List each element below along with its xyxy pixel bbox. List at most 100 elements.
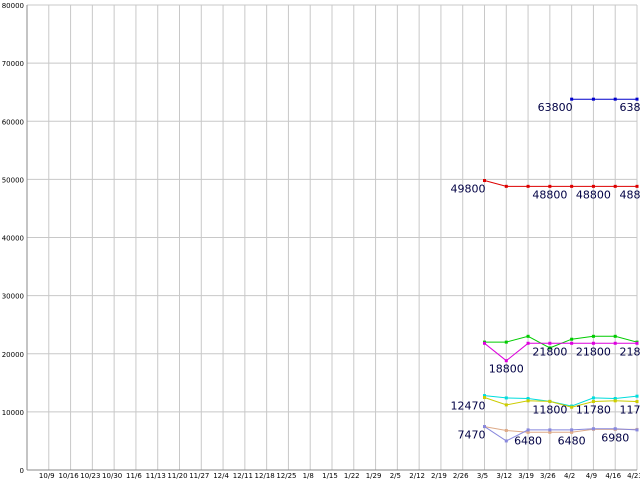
data-point <box>613 334 617 338</box>
data-point <box>613 397 617 401</box>
y-tick-label: 10000 <box>2 409 24 417</box>
series-line-7 <box>484 426 637 433</box>
data-point <box>504 396 508 400</box>
x-tick-label: 2/19 <box>431 472 447 480</box>
x-axis-ticks: 10/9 10/16 10/23 10/30 11/6 11/13 11/20 11/27 12… <box>39 472 640 480</box>
data-point <box>635 394 639 398</box>
data-point <box>570 97 574 101</box>
data-labels: 63800 63800 49800 48800 48800 48800 18800 21800… <box>451 101 640 447</box>
data-point <box>635 97 639 101</box>
x-tick-label: 4/23 <box>627 472 640 480</box>
data-point <box>570 341 574 345</box>
data-label: 49800 <box>451 183 486 196</box>
y-tick-label: 30000 <box>2 293 24 301</box>
x-tick-label: 4/16 <box>605 472 621 480</box>
data-point <box>613 97 617 101</box>
data-point <box>504 428 508 432</box>
data-point <box>483 425 486 429</box>
series-line-2 <box>484 180 637 187</box>
x-tick-label: 11/13 <box>146 472 166 480</box>
data-point <box>591 400 595 404</box>
x-tick-label: 10/30 <box>102 472 122 480</box>
data-label: 63800 <box>620 101 640 114</box>
y-tick-label: 50000 <box>2 176 24 184</box>
x-tick-label: 4/9 <box>586 472 597 480</box>
data-label: 6480 <box>558 434 586 447</box>
data-point <box>483 396 486 400</box>
data-point <box>526 184 530 188</box>
data-label: 21800 <box>620 345 640 358</box>
x-tick-label: 3/19 <box>518 472 534 480</box>
series-line-8 <box>484 426 638 442</box>
data-label: 6980 <box>601 431 629 444</box>
data-label: 6480 <box>514 434 542 447</box>
data-point <box>613 184 617 188</box>
data-point <box>548 428 552 432</box>
x-tick-label: 4/2 <box>564 472 575 480</box>
data-point <box>591 97 595 101</box>
grid <box>27 4 638 470</box>
data-point <box>548 399 552 403</box>
series-line-5 <box>484 395 638 407</box>
series-line-4 <box>484 342 637 362</box>
data-point <box>613 341 617 345</box>
y-tick-label: 0 <box>20 467 24 475</box>
data-point <box>526 430 530 434</box>
data-point <box>483 394 486 398</box>
x-tick-label: 1/22 <box>344 472 360 480</box>
x-tick-label: 12/25 <box>276 472 296 480</box>
data-point <box>570 184 574 188</box>
data-point <box>548 430 552 434</box>
data-point <box>526 341 530 345</box>
data-point <box>504 439 508 443</box>
x-tick-label: 1/15 <box>322 472 338 480</box>
data-label: 48800 <box>532 188 567 201</box>
data-point <box>548 184 552 188</box>
data-label: 11800 <box>532 403 567 416</box>
data-point <box>570 337 574 341</box>
x-tick-label: 1/29 <box>366 472 382 480</box>
axes <box>26 5 637 471</box>
data-label: 21800 <box>576 345 611 358</box>
data-point <box>548 346 552 350</box>
data-point <box>504 184 508 188</box>
x-tick-label: 11/27 <box>189 472 209 480</box>
data-point <box>526 397 530 401</box>
data-label: 7470 <box>458 429 486 442</box>
data-point <box>504 359 508 363</box>
data-point <box>635 341 639 345</box>
series-group <box>483 97 639 443</box>
data-label: 48800 <box>576 188 611 201</box>
data-point <box>591 396 595 400</box>
data-label: 21800 <box>532 345 567 358</box>
data-point <box>570 405 574 409</box>
data-point <box>526 399 530 403</box>
data-point <box>483 179 486 183</box>
x-tick-label: 12/18 <box>255 472 275 480</box>
x-tick-label: 11/20 <box>167 472 187 480</box>
data-point <box>570 430 574 434</box>
x-tick-label: 10/9 <box>39 472 55 480</box>
data-point <box>504 403 508 407</box>
x-tick-label: 10/16 <box>58 472 79 480</box>
x-tick-label: 2/5 <box>390 472 401 480</box>
data-point <box>635 184 639 188</box>
data-label: 63800 <box>538 101 573 114</box>
data-point <box>613 399 617 403</box>
data-point <box>591 427 595 431</box>
x-tick-label: 10/23 <box>80 472 100 480</box>
y-tick-label: 70000 <box>2 60 24 68</box>
x-tick-label: 1/8 <box>303 472 314 480</box>
data-point <box>526 428 530 432</box>
y-tick-label: 20000 <box>2 351 24 359</box>
data-point <box>613 427 617 431</box>
y-tick-label: 60000 <box>2 118 24 126</box>
x-tick-label: 3/26 <box>540 472 556 480</box>
data-point <box>526 334 530 338</box>
x-tick-label: 11/6 <box>126 472 142 480</box>
x-tick-label: 3/5 <box>477 472 488 480</box>
data-point <box>570 428 574 432</box>
x-tick-label: 12/4 <box>213 472 229 480</box>
data-point <box>483 341 486 345</box>
data-point <box>635 400 639 404</box>
